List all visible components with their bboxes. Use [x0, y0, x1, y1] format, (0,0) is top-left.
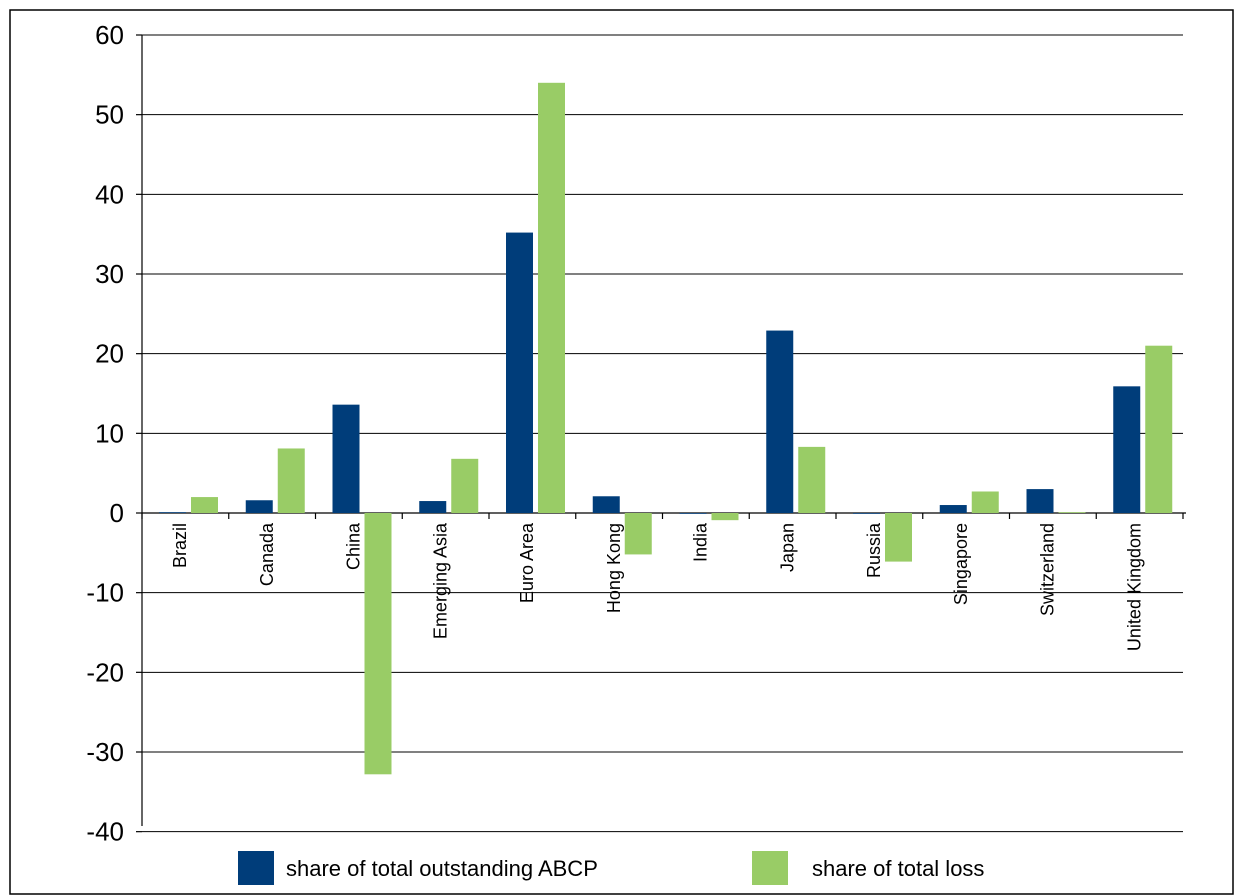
bar-outstanding-abcp [766, 330, 794, 513]
bar-outstanding-abcp [679, 513, 707, 514]
category-label: Switzerland [1038, 523, 1058, 616]
legend: share of total outstanding ABCP share of … [238, 851, 984, 885]
gridlines [142, 34, 1183, 833]
bar-outstanding-abcp [592, 496, 620, 513]
y-tick-label: -10 [86, 578, 124, 608]
bars [159, 82, 1173, 775]
category-label: Canada [257, 522, 277, 586]
bar-total-loss [711, 513, 739, 521]
category-label: Emerging Asia [430, 522, 450, 639]
bar-total-loss [798, 446, 826, 513]
bar-total-loss [538, 82, 565, 514]
category-label: Russia [864, 522, 884, 578]
category-label: Singapore [951, 523, 971, 605]
y-tick-label: 60 [95, 20, 124, 50]
bar-total-loss [364, 513, 392, 775]
bar-outstanding-abcp [853, 513, 880, 514]
legend-label: share of total outstanding ABCP [286, 856, 598, 881]
bar-total-loss [885, 513, 912, 562]
bar-outstanding-abcp [1113, 386, 1141, 513]
bar-total-loss [277, 448, 305, 513]
y-tick-label: 30 [95, 259, 124, 289]
y-tick-label: 0 [110, 498, 124, 528]
category-label: United Kingdom [1124, 523, 1144, 651]
category-labels: Brazil Canada China Emerging Asia Euro Area H… [170, 522, 1144, 651]
bar-outstanding-abcp [1026, 489, 1054, 513]
legend-swatch [238, 851, 274, 885]
legend-swatch [752, 851, 788, 885]
category-label: Euro Area [517, 522, 537, 603]
bar-total-loss [1145, 345, 1173, 513]
chart-frame [9, 9, 1234, 895]
category-label: India [691, 522, 711, 562]
bar-outstanding-abcp [419, 501, 447, 513]
axes: -40 -30 -20 -10 0 10 20 30 40 50 60 [86, 20, 1186, 847]
bar-outstanding-abcp [245, 500, 273, 513]
bar-total-loss [451, 458, 479, 513]
bar-total-loss [191, 497, 218, 513]
bar-outstanding-abcp [506, 232, 533, 513]
legend-label: share of total loss [812, 856, 984, 881]
category-label: Hong Kong [604, 523, 624, 613]
y-tick-label: 20 [95, 339, 124, 369]
y-tick-label: -40 [86, 817, 124, 847]
category-label: Brazil [170, 523, 190, 568]
y-tick-label: -30 [86, 737, 124, 767]
category-label: Japan [777, 523, 797, 572]
y-tick-label: 40 [95, 179, 124, 209]
y-tick-label: 50 [95, 100, 124, 130]
y-tick-label: -20 [86, 657, 124, 687]
category-label: China [344, 522, 364, 570]
y-tick-label: 10 [95, 418, 124, 448]
bar-outstanding-abcp [332, 404, 360, 513]
bar-total-loss [1058, 512, 1086, 514]
bar-outstanding-abcp [939, 505, 967, 513]
bar-total-loss [624, 513, 652, 555]
bar-total-loss [971, 491, 999, 513]
bar-outstanding-abcp [159, 512, 186, 514]
